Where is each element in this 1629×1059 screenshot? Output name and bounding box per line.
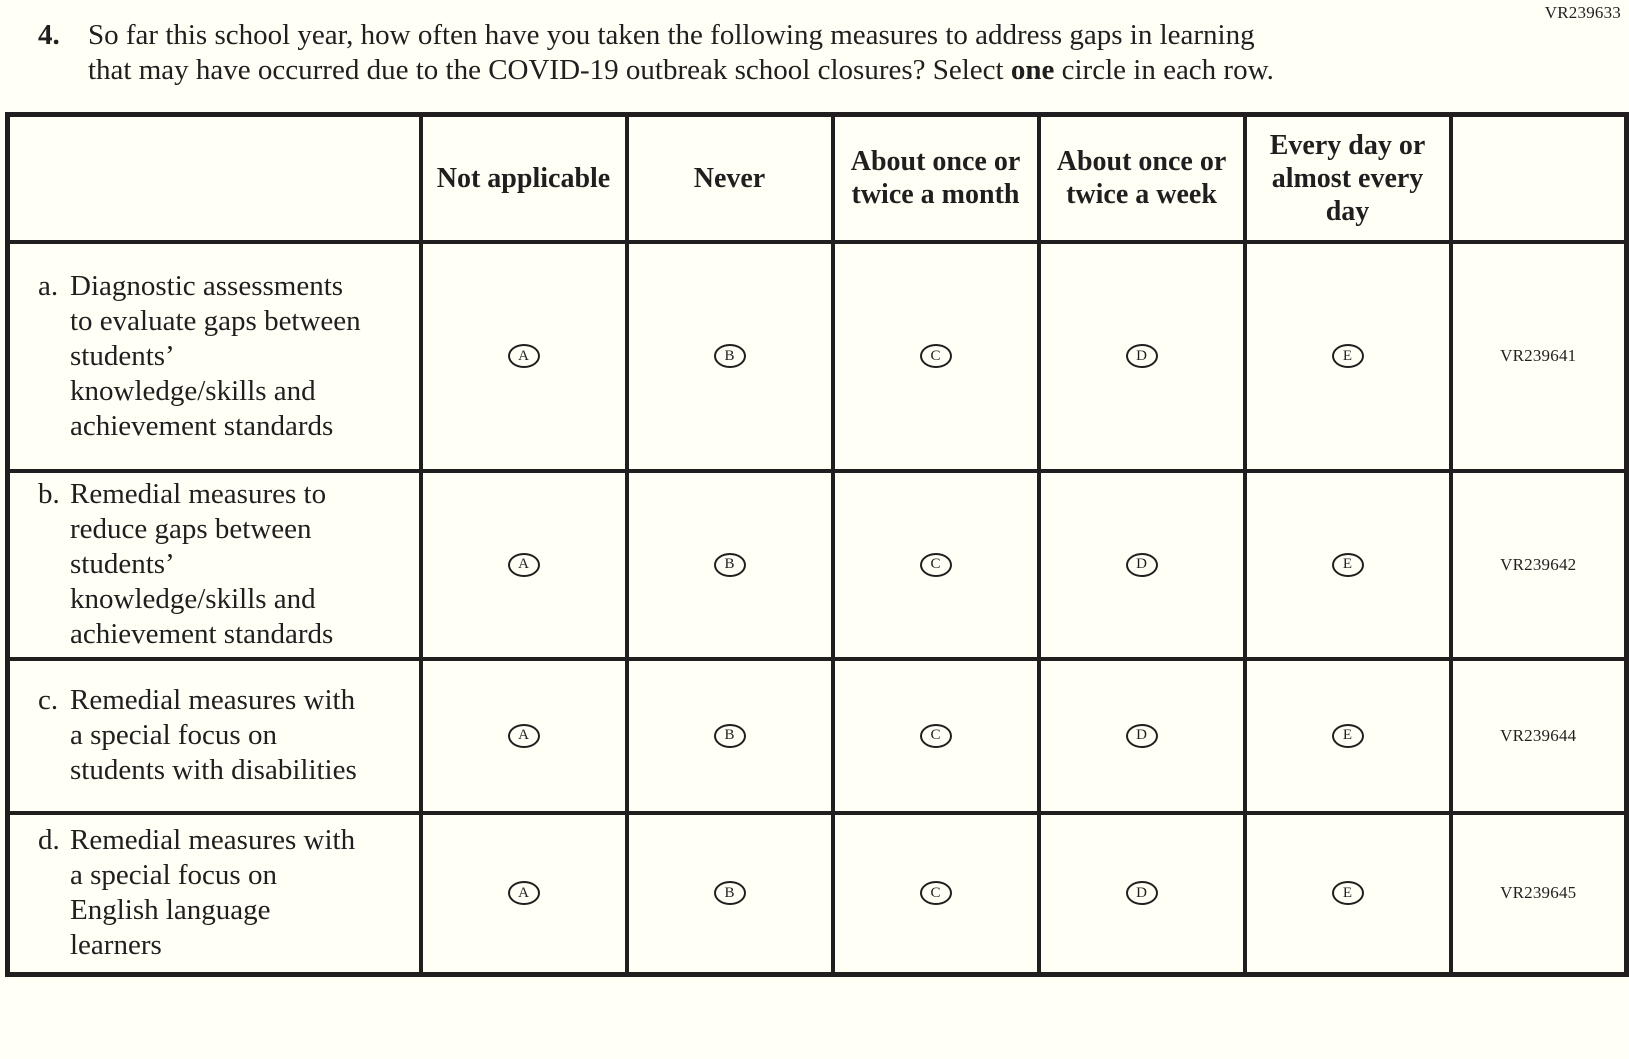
row-a-label: a. Diagnostic assessments to evaluate ga… xyxy=(5,239,423,473)
row-a-letter: a. xyxy=(38,269,59,302)
row-d-cell-once-twice-week: D xyxy=(1036,810,1247,977)
row-c-option-b-bubble[interactable]: B xyxy=(713,723,746,748)
row-d-cell-not-applicable: A xyxy=(418,810,629,977)
row-a-text: Diagnostic assessments to evaluate gaps … xyxy=(70,269,361,442)
row-a-option-c-letter: C xyxy=(930,347,941,364)
row-d-option-e-bubble[interactable]: E xyxy=(1331,881,1364,906)
question-text-start: So far this school year, how often have … xyxy=(88,19,1255,86)
row-c-option-b-letter: B xyxy=(724,727,735,743)
row-a-option-b-bubble[interactable]: B xyxy=(713,344,746,368)
row-a-option-b-letter: B xyxy=(724,347,735,364)
question-number: 4. xyxy=(38,19,60,51)
header-row: Not applicable Never About once or twice… xyxy=(5,112,1629,244)
row-b-label: b. Remedial measures to reduce gaps betw… xyxy=(5,468,423,661)
row-c-option-a-letter: A xyxy=(518,727,529,743)
header-once-twice-month: About once or twice a month xyxy=(830,112,1041,244)
header-every-day: Every day or almost every day xyxy=(1242,112,1453,244)
row-a-option-e-bubble[interactable]: E xyxy=(1331,344,1364,368)
row-c-option-e-bubble[interactable]: E xyxy=(1331,723,1364,748)
row-c-code: VR239644 xyxy=(1448,656,1629,815)
question-block: 4. So far this school year, how often ha… xyxy=(0,0,1629,88)
row-a-option-c-bubble[interactable]: C xyxy=(919,344,952,368)
row-b-option-d-bubble[interactable]: D xyxy=(1125,552,1158,577)
row-b-code: VR239642 xyxy=(1448,468,1629,661)
row-d-cell-every-day: E xyxy=(1242,810,1453,977)
table-row-a: a. Diagnostic assessments to evaluate ga… xyxy=(5,239,1629,473)
row-c-cell-every-day: E xyxy=(1242,656,1453,815)
row-d-option-c-letter: C xyxy=(930,884,941,901)
row-d-letter: d. xyxy=(38,824,60,857)
row-d-option-c-bubble[interactable]: C xyxy=(919,881,952,906)
header-once-twice-week: About once or twice a week xyxy=(1036,112,1247,244)
form-code: VR239633 xyxy=(1544,3,1621,22)
row-d-cell-once-twice-month: C xyxy=(830,810,1041,977)
row-b-cell-never: B xyxy=(624,468,835,661)
row-a-option-d-bubble[interactable]: D xyxy=(1125,344,1158,368)
row-b-option-b-bubble[interactable]: B xyxy=(713,552,746,577)
row-b-option-a-bubble[interactable]: A xyxy=(507,552,540,577)
row-d-option-b-letter: B xyxy=(724,884,735,901)
question-text-end: circle in each row. xyxy=(1054,54,1274,86)
row-b-text: Remedial measures to reduce gaps between… xyxy=(70,478,334,650)
row-a-cell-once-twice-week: D xyxy=(1036,239,1247,473)
header-empty-code xyxy=(1448,112,1629,244)
row-b-cell-once-twice-week: D xyxy=(1036,468,1247,661)
row-c-option-c-bubble[interactable]: C xyxy=(919,723,952,748)
header-never: Never xyxy=(624,112,835,244)
table-row-b: b. Remedial measures to reduce gaps betw… xyxy=(5,468,1629,661)
row-b-cell-once-twice-month: C xyxy=(830,468,1041,661)
row-d-cell-never: B xyxy=(624,810,835,977)
table-row-d: d. Remedial measures with a special focu… xyxy=(5,810,1629,977)
table-row-c: c. Remedial measures with a special focu… xyxy=(5,656,1629,815)
response-grid: Not applicable Never About once or twice… xyxy=(5,112,1629,977)
row-b-option-a-letter: A xyxy=(518,556,529,572)
row-a-cell-once-twice-month: C xyxy=(830,239,1041,473)
row-c-cell-not-applicable: A xyxy=(418,656,629,815)
row-b-cell-not-applicable: A xyxy=(418,468,629,661)
row-c-label: c. Remedial measures with a special focu… xyxy=(5,656,423,815)
header-not-applicable: Not applicable xyxy=(418,112,629,244)
row-c-text: Remedial measures with a special focus o… xyxy=(70,684,357,786)
row-d-option-d-letter: D xyxy=(1136,884,1147,901)
question-bold-word: one xyxy=(1010,54,1055,86)
row-d-option-a-letter: A xyxy=(518,884,529,901)
row-a-option-d-letter: D xyxy=(1136,347,1147,364)
row-c-option-e-letter: E xyxy=(1342,727,1353,743)
row-c-option-a-bubble[interactable]: A xyxy=(507,723,540,748)
row-a-cell-never: B xyxy=(624,239,835,473)
row-c-letter: c. xyxy=(38,684,59,716)
row-b-option-c-letter: C xyxy=(930,556,941,572)
row-d-code: VR239645 xyxy=(1448,810,1629,977)
row-c-option-c-letter: C xyxy=(930,727,941,743)
row-a-cell-every-day: E xyxy=(1242,239,1453,473)
row-c-cell-once-twice-month: C xyxy=(830,656,1041,815)
row-a-option-e-letter: E xyxy=(1342,347,1353,364)
row-d-option-a-bubble[interactable]: A xyxy=(507,881,540,906)
row-c-cell-never: B xyxy=(624,656,835,815)
row-b-cell-every-day: E xyxy=(1242,468,1453,661)
row-b-option-b-letter: B xyxy=(724,556,735,572)
row-c-option-d-letter: D xyxy=(1136,727,1147,743)
row-d-text: Remedial measures with a special focus o… xyxy=(70,824,356,962)
row-b-option-c-bubble[interactable]: C xyxy=(919,552,952,577)
row-d-option-e-letter: E xyxy=(1342,884,1353,901)
row-b-option-d-letter: D xyxy=(1136,556,1147,572)
row-a-option-a-letter: A xyxy=(518,347,529,364)
row-a-code: VR239641 xyxy=(1448,239,1629,473)
question-text: So far this school year, how often have … xyxy=(88,18,1293,88)
row-a-cell-not-applicable: A xyxy=(418,239,629,473)
row-d-label: d. Remedial measures with a special focu… xyxy=(5,810,423,977)
row-c-cell-once-twice-week: D xyxy=(1036,656,1247,815)
row-b-option-e-letter: E xyxy=(1342,556,1353,572)
row-c-option-d-bubble[interactable]: D xyxy=(1125,723,1158,748)
row-d-option-b-bubble[interactable]: B xyxy=(713,881,746,906)
row-a-option-a-bubble[interactable]: A xyxy=(507,344,540,368)
row-b-letter: b. xyxy=(38,478,60,510)
header-empty-label xyxy=(5,112,423,244)
row-b-option-e-bubble[interactable]: E xyxy=(1331,552,1364,577)
row-d-option-d-bubble[interactable]: D xyxy=(1125,881,1158,906)
